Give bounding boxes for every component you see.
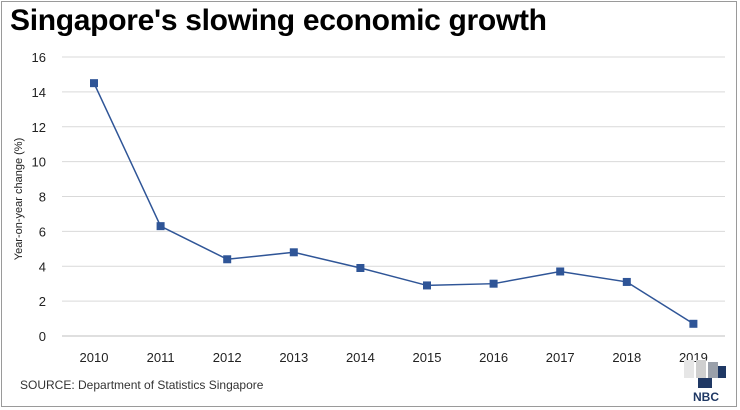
data-point-marker bbox=[556, 267, 565, 276]
x-tick-label: 2010 bbox=[80, 350, 109, 365]
x-tick-labels: 2010 2011 2012 2013 2014 2015 2016 2017 2018 2019 bbox=[80, 350, 708, 365]
data-point-marker bbox=[223, 255, 232, 264]
series-line bbox=[93, 82, 694, 325]
data-point-marker bbox=[622, 277, 631, 286]
cnbc-logo: NBC bbox=[684, 360, 726, 404]
gridlines bbox=[62, 56, 725, 337]
y-tick-label: 6 bbox=[39, 224, 46, 239]
x-tick-label: 2015 bbox=[413, 350, 442, 365]
y-tick-label: 2 bbox=[39, 294, 46, 309]
x-tick-label: 2017 bbox=[546, 350, 575, 365]
x-tick-label: 2012 bbox=[213, 350, 242, 365]
y-tick-labels: 0 2 4 6 8 10 12 14 16 bbox=[32, 50, 46, 344]
data-point-marker bbox=[356, 263, 365, 272]
chart-title: Singapore's slowing economic growth bbox=[10, 4, 547, 37]
x-tick-label: 2013 bbox=[279, 350, 308, 365]
logo-wordmark: NBC bbox=[693, 390, 719, 404]
data-point-marker bbox=[156, 222, 165, 231]
y-axis-label: Year-on-year change (%) bbox=[13, 138, 25, 261]
y-tick-label: 10 bbox=[32, 155, 46, 170]
data-point-marker bbox=[423, 281, 431, 290]
data-point-marker bbox=[90, 79, 98, 88]
source-note: SOURCE: Department of Statistics Singapo… bbox=[20, 378, 264, 392]
y-tick-label: 16 bbox=[32, 50, 46, 65]
data-point-marker bbox=[489, 279, 498, 288]
x-tick-label: 2018 bbox=[612, 350, 641, 365]
y-tick-label: 14 bbox=[32, 85, 46, 100]
series bbox=[90, 79, 698, 328]
y-tick-label: 8 bbox=[39, 190, 46, 205]
peacock-icon bbox=[684, 360, 726, 388]
data-point-marker bbox=[289, 248, 298, 257]
x-tick-label: 2011 bbox=[147, 350, 175, 365]
y-tick-label: 4 bbox=[39, 259, 46, 274]
x-tick-label: 2014 bbox=[346, 350, 375, 365]
y-tick-label: 12 bbox=[32, 120, 46, 135]
y-tick-label: 0 bbox=[39, 329, 46, 344]
x-tick-label: 2016 bbox=[479, 350, 508, 365]
data-point-marker bbox=[689, 319, 698, 328]
